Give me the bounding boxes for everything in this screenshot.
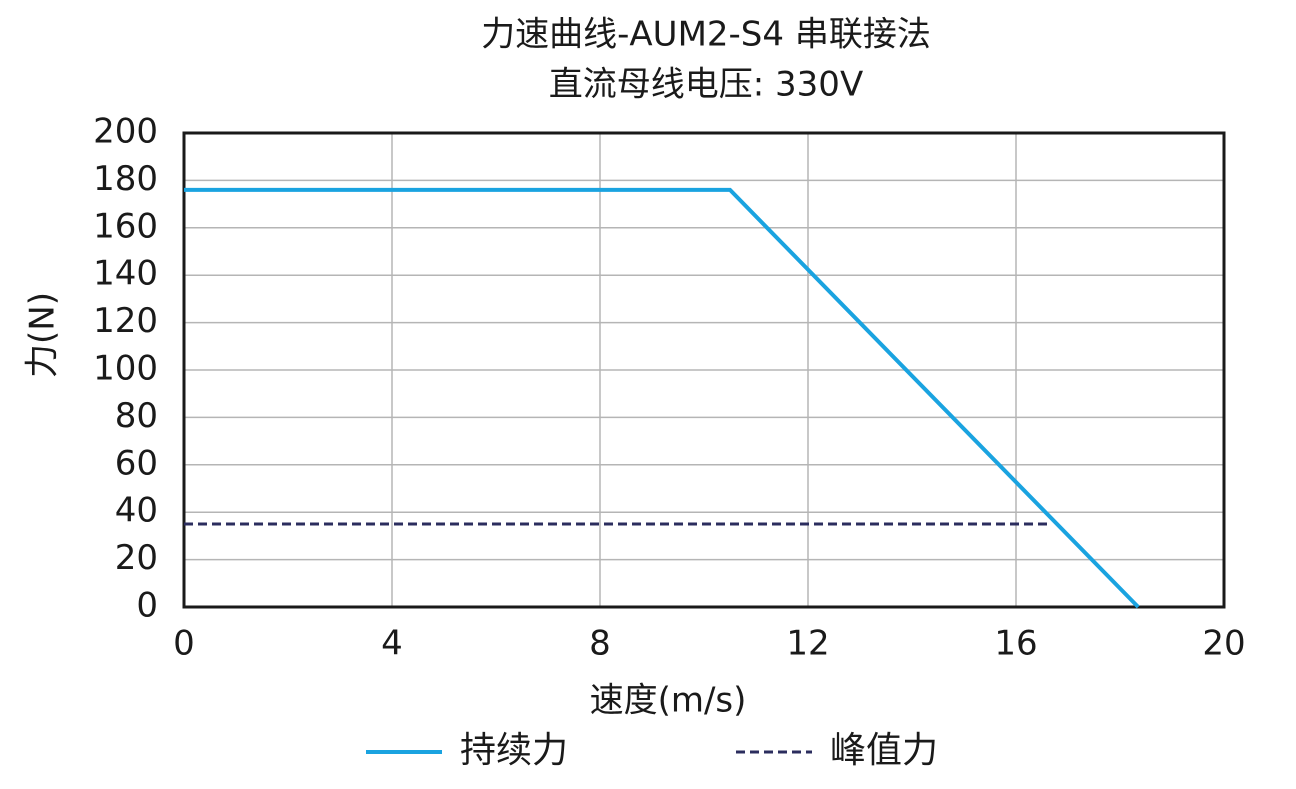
y-axis-label: 力(N) bbox=[23, 292, 63, 378]
y-tick-label: 80 bbox=[115, 396, 158, 436]
x-axis-label: 速度(m/s) bbox=[590, 681, 747, 721]
legend-label: 峰值力 bbox=[830, 730, 938, 771]
data-line bbox=[184, 187, 1140, 609]
y-tick-label: 120 bbox=[93, 301, 158, 341]
y-tick-label: 40 bbox=[115, 491, 158, 531]
y-tick-label: 100 bbox=[93, 349, 158, 389]
x-tick-label: 12 bbox=[786, 624, 829, 664]
legend-label: 持续力 bbox=[460, 730, 568, 771]
y-tick-label: 60 bbox=[115, 443, 158, 483]
chart-subtitle: 直流母线电压: 330V bbox=[549, 65, 863, 105]
chart-title: 力速曲线-AUM2-S4 串联接法 bbox=[481, 15, 931, 55]
y-tick-label: 0 bbox=[136, 586, 158, 626]
x-tick-label: 20 bbox=[1202, 624, 1245, 664]
plot-frame bbox=[182, 131, 1226, 609]
y-tick-label: 20 bbox=[115, 538, 158, 578]
y-tick-label: 160 bbox=[93, 206, 158, 246]
x-tick-label: 4 bbox=[381, 624, 403, 664]
y-tick-label: 140 bbox=[93, 254, 158, 294]
y-tick-label: 180 bbox=[93, 159, 158, 199]
y-tick-label: 200 bbox=[93, 112, 158, 152]
x-tick-label: 8 bbox=[589, 624, 611, 664]
x-tick-label: 16 bbox=[994, 624, 1037, 664]
x-tick-label: 0 bbox=[173, 624, 195, 664]
